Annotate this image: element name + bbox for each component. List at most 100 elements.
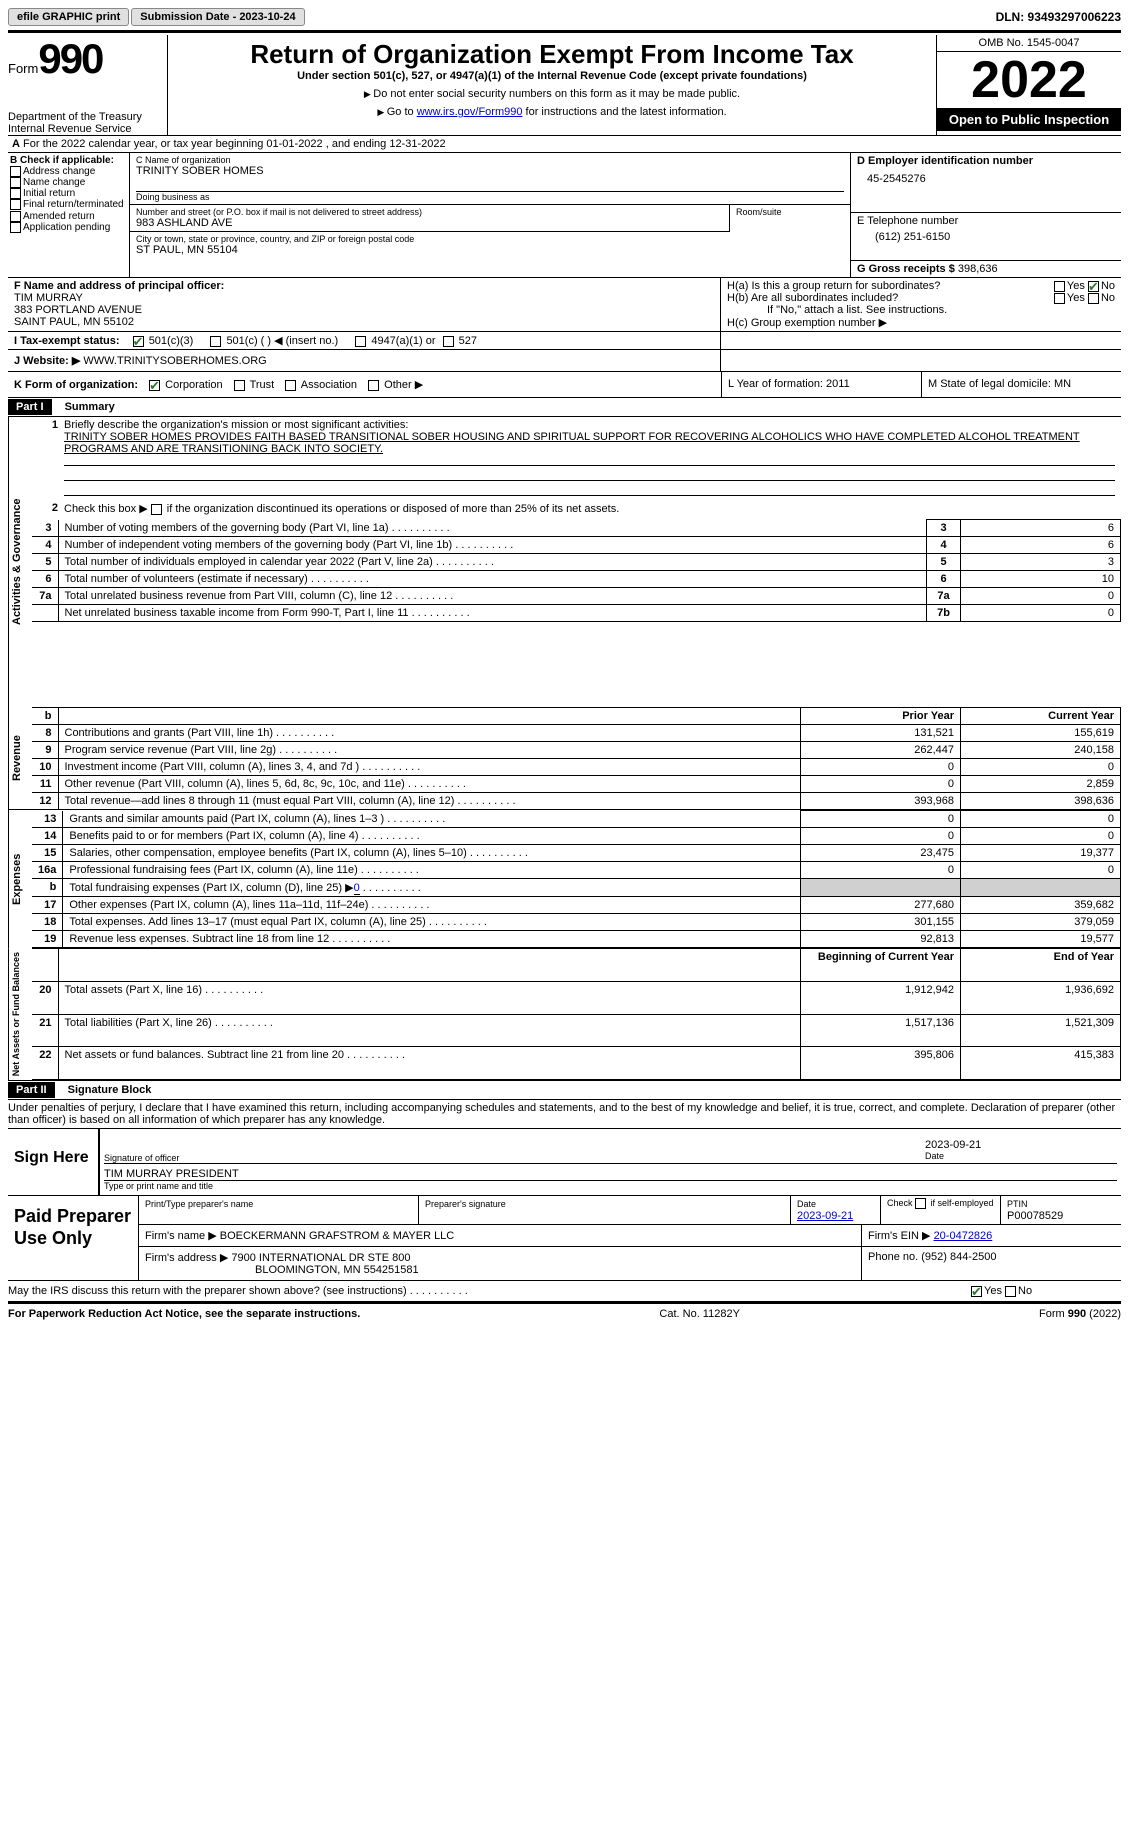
firm-phone: (952) 844-2500 bbox=[921, 1251, 996, 1263]
line-a: A For the 2022 calendar year, or tax yea… bbox=[8, 135, 1121, 152]
discuss-question: May the IRS discuss this return with the… bbox=[8, 1285, 971, 1297]
tel-label: E Telephone number bbox=[857, 215, 1115, 227]
irs-label: Internal Revenue Service bbox=[8, 123, 161, 135]
prep-sig-label: Preparer's signature bbox=[425, 1199, 506, 1209]
firm-name: BOECKERMANN GRAFSTROM & MAYER LLC bbox=[220, 1230, 455, 1242]
ha-label: H(a) Is this a group return for subordin… bbox=[727, 280, 940, 292]
table-netassets: Beginning of Current YearEnd of Year20To… bbox=[32, 948, 1121, 1080]
l2-text: Check this box ▶ if the organization dis… bbox=[64, 503, 619, 515]
table-activities-governance: 3Number of voting members of the governi… bbox=[32, 519, 1121, 622]
k-assoc: Association bbox=[301, 379, 357, 391]
box-b: B Check if applicable: Address change Na… bbox=[8, 153, 130, 277]
i-opt4: 527 bbox=[459, 335, 477, 347]
line-j: J Website: ▶ WWW.TRINITYSOBERHOMES.ORG bbox=[8, 350, 721, 371]
vert-activities: Activities & Governance bbox=[8, 417, 32, 707]
box-b-label: B Check if applicable: bbox=[10, 155, 114, 166]
box-d: D Employer identification number 45-2545… bbox=[851, 153, 1121, 277]
dln: DLN: 93493297006223 bbox=[996, 10, 1121, 24]
street-label: Number and street (or P.O. box if mail i… bbox=[136, 207, 723, 217]
website: WWW.TRINITYSOBERHOMES.ORG bbox=[80, 355, 266, 367]
cb-address[interactable]: Address change bbox=[23, 166, 95, 177]
ein-label: D Employer identification number bbox=[857, 155, 1033, 167]
part2-hdr: Part II bbox=[8, 1082, 55, 1098]
gross: 398,636 bbox=[958, 263, 998, 275]
firm-name-label: Firm's name ▶ bbox=[145, 1230, 217, 1242]
i-opt3: 4947(a)(1) or bbox=[371, 335, 435, 347]
firm-ein[interactable]: 20-0472826 bbox=[934, 1230, 993, 1242]
sig-name-label: Type or print name and title bbox=[104, 1181, 1117, 1191]
dba-label: Doing business as bbox=[136, 192, 844, 202]
cb-name[interactable]: Name change bbox=[23, 177, 85, 188]
hb-label: H(b) Are all subordinates included? bbox=[727, 292, 898, 304]
org-name-label: C Name of organization bbox=[136, 155, 844, 165]
cb-final[interactable]: Final return/terminated bbox=[23, 200, 124, 211]
prep-date-label: Date bbox=[797, 1199, 816, 1209]
topbar: efile GRAPHIC print Submission Date - 20… bbox=[8, 8, 1121, 26]
city-label: City or town, state or province, country… bbox=[136, 234, 844, 244]
l1-text: TRINITY SOBER HOMES PROVIDES FAITH BASED… bbox=[64, 431, 1080, 455]
line-i-label: I Tax-exempt status: bbox=[14, 335, 120, 347]
k-corp: Corporation bbox=[165, 379, 222, 391]
officer-addr2: SAINT PAUL, MN 55102 bbox=[14, 316, 134, 328]
firm-phone-label: Phone no. bbox=[868, 1251, 918, 1263]
dept-treasury: Department of the Treasury bbox=[8, 111, 161, 123]
i-opt1: 501(c)(3) bbox=[149, 335, 194, 347]
sign-here: Sign Here bbox=[8, 1129, 98, 1195]
ptin: P00078529 bbox=[1007, 1210, 1063, 1222]
cb-amended[interactable]: Amended return bbox=[23, 211, 95, 222]
table-revenue: bPrior YearCurrent Year8Contributions an… bbox=[32, 707, 1121, 810]
hc-label: H(c) Group exemption number ▶ bbox=[727, 316, 1115, 329]
footer-right: Form 990 (2022) bbox=[1039, 1308, 1121, 1320]
prep-check: Check if self-employed bbox=[881, 1196, 1001, 1224]
vert-expenses: Expenses bbox=[8, 810, 32, 948]
l1-label: Briefly describe the organization's miss… bbox=[64, 419, 408, 431]
state-domicile: M State of legal domicile: MN bbox=[921, 372, 1121, 397]
cb-pending[interactable]: Application pending bbox=[23, 222, 110, 233]
box-f: F Name and address of principal officer:… bbox=[8, 278, 721, 331]
box-c: C Name of organization TRINITY SOBER HOM… bbox=[130, 153, 851, 277]
open-inspection: Open to Public Inspection bbox=[937, 108, 1121, 131]
footer-mid: Cat. No. 11282Y bbox=[659, 1308, 740, 1320]
firm-addr2: BLOOMINGTON, MN 554251581 bbox=[145, 1264, 419, 1276]
sub3-prefix: Go to bbox=[387, 106, 417, 118]
vert-netassets: Net Assets or Fund Balances bbox=[8, 948, 32, 1080]
line-j-label: J Website: ▶ bbox=[14, 355, 80, 367]
header-left: Form990 Department of the Treasury Inter… bbox=[8, 35, 168, 135]
part1-hdr: Part I bbox=[8, 399, 52, 415]
firm-ein-label: Firm's EIN ▶ bbox=[868, 1230, 931, 1242]
table-expenses: 13Grants and similar amounts paid (Part … bbox=[32, 810, 1121, 948]
efile-btn[interactable]: efile GRAPHIC print bbox=[8, 8, 129, 26]
footer-left: For Paperwork Reduction Act Notice, see … bbox=[8, 1308, 360, 1320]
form-word: Form bbox=[8, 61, 38, 76]
h-note: If "No," attach a list. See instructions… bbox=[727, 304, 1115, 316]
sig-date: 2023-09-21 bbox=[925, 1139, 1117, 1151]
form-number: 990 bbox=[38, 35, 102, 82]
ptin-label: PTIN bbox=[1007, 1199, 1028, 1209]
perjury-declaration: Under penalties of perjury, I declare th… bbox=[8, 1100, 1121, 1129]
officer-name: TIM MURRAY bbox=[14, 292, 83, 304]
part2-title: Signature Block bbox=[68, 1084, 152, 1096]
form-title: Return of Organization Exempt From Incom… bbox=[176, 39, 928, 70]
officer-addr1: 383 PORTLAND AVENUE bbox=[14, 304, 142, 316]
subtitle-3: Go to www.irs.gov/Form990 for instructio… bbox=[176, 106, 928, 118]
k-other: Other ▶ bbox=[384, 379, 423, 391]
irs-link[interactable]: www.irs.gov/Form990 bbox=[417, 106, 523, 118]
firm-addr-label: Firm's address ▶ bbox=[145, 1252, 228, 1264]
k-trust: Trust bbox=[250, 379, 275, 391]
room-label: Room/suite bbox=[736, 207, 844, 217]
line-i: I Tax-exempt status: 501(c)(3) 501(c) ( … bbox=[8, 332, 721, 349]
cb-initial[interactable]: Initial return bbox=[23, 188, 75, 199]
footer: For Paperwork Reduction Act Notice, see … bbox=[8, 1308, 1121, 1320]
line-k: K Form of organization: Corporation Trus… bbox=[8, 372, 721, 397]
vert-revenue: Revenue bbox=[8, 707, 32, 810]
tax-year: 2022 bbox=[937, 52, 1121, 108]
firm-addr1: 7900 INTERNATIONAL DR STE 800 bbox=[231, 1252, 410, 1264]
tel: (612) 251-6150 bbox=[857, 227, 1115, 243]
prep-date[interactable]: 2023-09-21 bbox=[797, 1210, 853, 1222]
box-f-label: F Name and address of principal officer: bbox=[14, 280, 224, 292]
submission-btn[interactable]: Submission Date - 2023-10-24 bbox=[131, 8, 304, 26]
org-name: TRINITY SOBER HOMES bbox=[136, 165, 844, 177]
sub3-suffix: for instructions and the latest informat… bbox=[522, 106, 726, 118]
subtitle-2: Do not enter social security numbers on … bbox=[176, 88, 928, 100]
line-k-label: K Form of organization: bbox=[14, 379, 138, 391]
